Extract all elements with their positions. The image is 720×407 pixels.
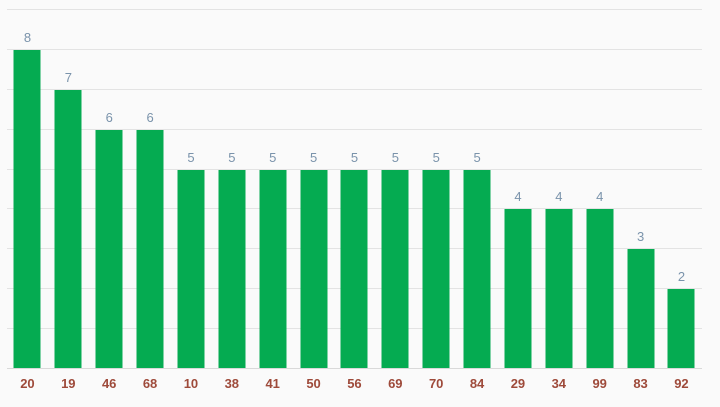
x-axis-tick-label: 41 — [265, 376, 280, 391]
bar-value-label: 5 — [187, 149, 195, 165]
bar[interactable] — [545, 209, 573, 369]
bar-value-label: 4 — [514, 189, 522, 205]
bar-slot: 3 — [620, 10, 661, 369]
bar-slot: 5 — [416, 10, 457, 369]
bar[interactable] — [463, 169, 491, 369]
x-axis-tick-label: 56 — [347, 376, 362, 391]
bar-slot: 4 — [498, 10, 539, 369]
bar[interactable] — [218, 169, 246, 369]
bar[interactable] — [259, 169, 287, 369]
x-axis-tick-label: 68 — [142, 376, 158, 391]
bar-slot: 8 — [7, 10, 48, 369]
x-axis-tick-label: 29 — [510, 376, 526, 391]
bar[interactable] — [667, 289, 695, 369]
bar-slot: 6 — [89, 10, 130, 369]
bar-value-label: 5 — [391, 149, 399, 165]
x-axis-tick-label: 10 — [183, 376, 199, 391]
bar[interactable] — [300, 169, 328, 369]
bar[interactable] — [95, 129, 123, 369]
x-axis-tick-label: 69 — [388, 376, 403, 391]
bar-slot: 2 — [661, 10, 702, 369]
bar[interactable] — [422, 169, 450, 369]
bar[interactable] — [381, 169, 409, 369]
bar-value-label: 4 — [555, 189, 563, 205]
x-axis-line — [7, 368, 702, 369]
bar[interactable] — [627, 249, 655, 369]
bar-value-label: 7 — [64, 69, 72, 85]
gridline — [7, 48, 702, 50]
bar-value-label: 2 — [677, 269, 686, 285]
gridline — [7, 168, 702, 170]
x-axis-tick-label: 20 — [20, 376, 35, 391]
x-axis-tick-label: 84 — [469, 376, 485, 391]
bar-slot: 5 — [293, 10, 334, 369]
bar-slot: 4 — [538, 10, 579, 369]
bar[interactable] — [177, 169, 205, 369]
bar-slot: 5 — [334, 10, 375, 369]
bar-value-label: 5 — [309, 149, 318, 165]
x-axis-tick-label: 83 — [633, 376, 648, 391]
bar-value-label: 8 — [23, 29, 32, 45]
bar-slot: 5 — [211, 10, 252, 369]
bar[interactable] — [136, 129, 164, 369]
x-axis-tick-label: 19 — [61, 376, 76, 391]
bar-slot: 5 — [375, 10, 416, 369]
bar[interactable] — [586, 209, 614, 369]
bar-value-label: 5 — [432, 149, 440, 165]
bar-value-label: 5 — [269, 149, 277, 165]
bar-slot: 5 — [171, 10, 212, 369]
bar[interactable] — [54, 89, 82, 369]
x-axis-tick-label: 38 — [224, 376, 240, 391]
bar-value-label: 6 — [105, 109, 113, 125]
bar-value-label: 3 — [636, 229, 645, 245]
x-axis-tick-label: 99 — [592, 376, 607, 391]
x-axis-tick-label: 46 — [101, 376, 117, 391]
bars: 8 7 6 6 5 5 5 5 5 5 5 5 4 4 4 3 2 — [7, 10, 702, 369]
bar-value-label: 4 — [596, 189, 604, 205]
gridline — [7, 9, 702, 10]
bar-value-label: 6 — [146, 109, 154, 125]
bar-value-label: 5 — [350, 149, 359, 165]
x-axis-tick-label: 50 — [306, 376, 321, 391]
x-axis-tick-label: 34 — [551, 376, 567, 391]
x-axis-labels: 20 19 46 68 10 38 41 50 56 69 70 84 29 34 99 83 92 — [7, 376, 702, 391]
gridline — [7, 128, 702, 130]
bar[interactable] — [340, 169, 368, 369]
bar[interactable] — [504, 209, 532, 369]
x-axis-tick-label: 92 — [674, 376, 689, 391]
bar-value-label: 5 — [473, 149, 481, 165]
bar-slot: 5 — [252, 10, 293, 369]
gridline — [7, 88, 702, 90]
bar-slot: 7 — [48, 10, 89, 369]
bar-slot: 4 — [579, 10, 620, 369]
bar-slot: 5 — [457, 10, 498, 369]
bar-value-label: 5 — [228, 149, 236, 165]
plot-area: 8 7 6 6 5 5 5 5 5 5 5 5 4 4 4 3 2 — [7, 9, 702, 369]
bar-slot: 6 — [130, 10, 171, 369]
x-axis-tick-label: 70 — [428, 376, 444, 391]
bar[interactable] — [13, 49, 41, 369]
